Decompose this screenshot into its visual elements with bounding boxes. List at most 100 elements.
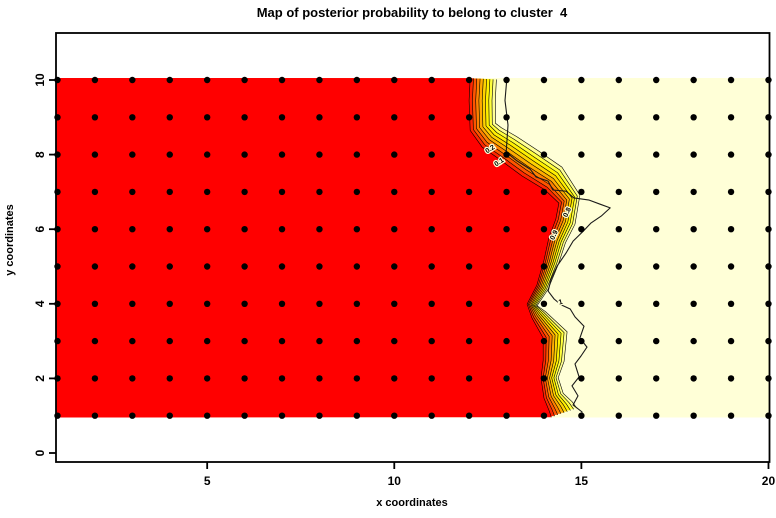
grid-dot	[503, 375, 510, 382]
grid-dot	[428, 114, 435, 121]
grid-dot	[91, 300, 99, 307]
grid-dot	[765, 76, 772, 84]
grid-dot	[503, 300, 510, 307]
grid-dot	[278, 114, 286, 121]
smooth-contour-line	[488, 79, 576, 411]
grid-dot	[615, 375, 622, 382]
y-tick-label: 4	[33, 300, 47, 307]
grid-dot	[316, 114, 323, 121]
grid-dot	[765, 375, 772, 382]
grid-dot	[465, 337, 473, 345]
y-tick-label: 6	[33, 226, 47, 233]
grid-dot	[690, 76, 697, 84]
grid-dot	[203, 300, 211, 307]
grid-dot	[316, 375, 323, 382]
grid-dot	[241, 412, 248, 419]
grid-dot	[540, 337, 548, 345]
grid-dot	[91, 263, 99, 270]
grid-dot	[653, 188, 660, 196]
grid-dot	[166, 337, 173, 345]
grid-dot	[316, 151, 323, 158]
grid-dot	[203, 114, 211, 121]
grid-dot	[727, 337, 735, 345]
grid-dot	[166, 412, 173, 419]
grid-dot	[353, 188, 361, 196]
grid-dot	[578, 300, 585, 307]
grid-dot	[166, 76, 173, 84]
grid-dot	[203, 337, 211, 345]
grid-dot	[503, 226, 510, 233]
grid-dot	[129, 226, 136, 233]
y-tick-label: 8	[33, 151, 47, 158]
grid-dot	[765, 151, 772, 158]
grid-dot	[203, 151, 211, 158]
y-tick-label: 10	[33, 73, 47, 87]
grid-dot	[727, 226, 735, 233]
grid-dot	[653, 300, 660, 307]
grid-dot	[465, 300, 473, 307]
contour-level-label: 1	[558, 299, 564, 307]
grid-dot	[91, 76, 99, 84]
grid-dot	[166, 375, 173, 382]
grid-dot	[465, 375, 473, 382]
grid-dot	[540, 151, 548, 158]
grid-dot	[690, 412, 697, 419]
grid-dot	[465, 226, 473, 233]
grid-dot	[241, 375, 248, 382]
grid-dot	[727, 375, 735, 382]
grid-dot	[278, 151, 286, 158]
grid-dot	[540, 375, 548, 382]
x-tick-label: 5	[204, 474, 211, 488]
grid-dot	[428, 263, 435, 270]
grid-dot	[166, 300, 173, 307]
smooth-contour-line	[472, 78, 562, 417]
plot-box	[55, 32, 771, 463]
grid-dot	[391, 375, 398, 382]
grid-dot	[615, 300, 622, 307]
grid-dot	[578, 337, 585, 345]
grid-dot	[465, 76, 473, 84]
grid-dot	[203, 188, 211, 196]
grid-dot	[129, 76, 136, 84]
grid-dot	[241, 226, 248, 233]
grid-dot	[278, 188, 286, 196]
high-probability-region	[56, 78, 559, 418]
grid-dot	[241, 337, 248, 345]
grid-dot	[129, 188, 136, 196]
grid-dot	[353, 76, 361, 84]
grid-dot	[765, 226, 772, 233]
grid-dot	[129, 263, 136, 270]
grid-dot	[428, 412, 435, 419]
grid-dot	[578, 263, 585, 270]
raw-contour-line	[504, 78, 611, 418]
grid-dot	[391, 76, 398, 84]
grid-dot	[166, 114, 173, 121]
grid-dot	[428, 337, 435, 345]
grid-dot	[727, 151, 735, 158]
grid-dot	[465, 188, 473, 196]
grid-dot	[91, 188, 99, 196]
grid-dot	[278, 337, 286, 345]
grid-dot	[615, 263, 622, 270]
grid-dot	[428, 226, 435, 233]
grid-dot	[540, 300, 548, 307]
grid-dot	[91, 375, 99, 382]
grid-dot	[391, 226, 398, 233]
grid-dot	[353, 300, 361, 307]
grid-dot	[615, 76, 622, 84]
plot-title: Map of posterior probability to belong t…	[257, 5, 568, 20]
grid-dot	[615, 412, 622, 419]
grid-dot	[428, 375, 435, 382]
grid-dot	[91, 151, 99, 158]
grid-dot	[540, 263, 548, 270]
grid-dot	[653, 375, 660, 382]
grid-dot	[765, 337, 772, 345]
grid-dot	[353, 114, 361, 121]
grid-dot	[465, 263, 473, 270]
smooth-contour-line	[485, 78, 573, 412]
grid-dot	[540, 188, 548, 196]
grid-dot	[391, 412, 398, 419]
grid-dot	[690, 300, 697, 307]
grid-dot	[540, 412, 548, 419]
